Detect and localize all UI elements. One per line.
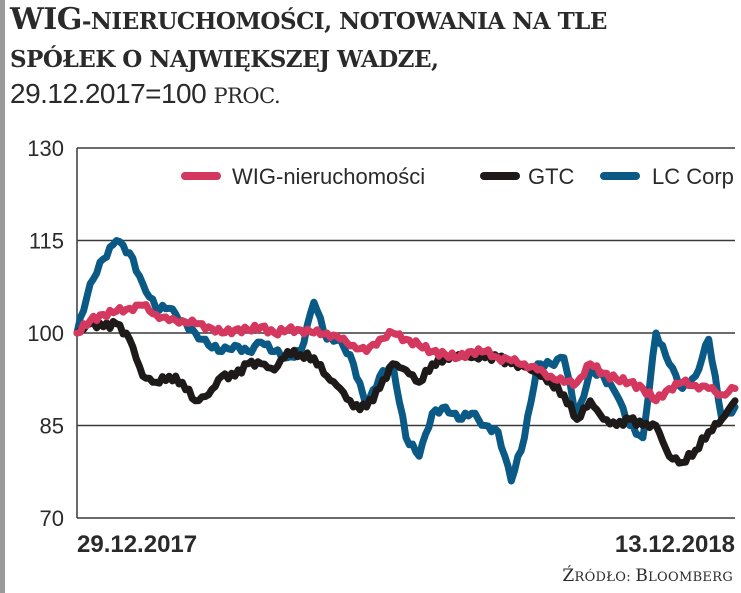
y-tick-115: 115 (29, 229, 64, 254)
y-tick-70: 70 (40, 506, 64, 531)
x-tick-end: 13.12.2018 (615, 531, 735, 558)
title-base-date: 29.12.2017=100 (10, 78, 214, 109)
series-line-lc (73, 237, 739, 485)
title-line-3: 29.12.2017=100 PROC. (10, 78, 735, 112)
x-tick-start: 29.12.2017 (77, 531, 197, 558)
title-line-2-text: SPÓŁEK O NAJWIĘKSZEJ WADZE, (10, 46, 439, 73)
gridlines (76, 147, 735, 519)
title-wig: WIG (10, 2, 82, 37)
y-tick-85: 85 (40, 414, 64, 439)
legend-label-gtc: GTC (528, 164, 575, 189)
series-line-gtc (73, 317, 739, 467)
source-name: LOOMBERG (648, 570, 733, 585)
y-tick-130: 130 (27, 136, 64, 161)
series-lines (73, 237, 739, 485)
legend-label-wig: WIG-nieruchomości (232, 164, 425, 189)
legend: WIG-nieruchomości GTC LC Corp (181, 164, 734, 189)
source-note: ŹRÓDŁO: BLOOMBERG (562, 566, 733, 586)
source-initial: B (635, 566, 649, 586)
title-unit: PROC. (213, 84, 281, 108)
title-line-1: WIG-NIERUCHOMOŚCI, NOTOWANIA NA TLE (10, 2, 735, 40)
chart-title: WIG-NIERUCHOMOŚCI, NOTOWANIA NA TLE SPÓŁ… (10, 2, 735, 112)
legend-label-lc: LC Corp (652, 164, 734, 189)
series-line-wig (73, 301, 739, 405)
title-line-2: SPÓŁEK O NAJWIĘKSZEJ WADZE, (10, 40, 735, 78)
x-axis: 29.12.2017 13.12.2018 (77, 531, 735, 558)
title-line-1-rest: -NIERUCHOMOŚCI, NOTOWANIA NA TLE (81, 8, 608, 35)
source-prefix: Ź (562, 566, 575, 586)
y-axis: 70 85 100 115 130 (27, 136, 64, 531)
y-tick-100: 100 (27, 321, 64, 346)
page-edge-strip (0, 0, 5, 593)
source-label: RÓDŁO: (574, 570, 636, 585)
